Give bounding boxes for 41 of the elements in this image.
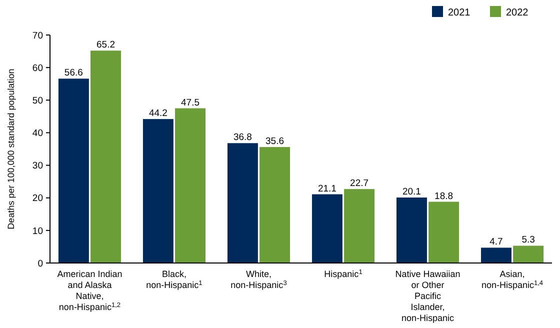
x-tick-label: Hispanic$^{1}$ bbox=[324, 268, 363, 279]
category-label: American Indian and Alaska Native, non-Hispanic$^{1,2}$ bbox=[57, 269, 122, 312]
bar bbox=[175, 108, 206, 263]
x-tick-label: Black, non-Hispanic$^{1}$ bbox=[146, 269, 203, 290]
bar bbox=[428, 202, 460, 263]
data-label: 44.2 bbox=[148, 108, 168, 120]
bar bbox=[481, 248, 512, 263]
y-tick-label: 70 bbox=[32, 30, 43, 42]
legend-label: 2022 bbox=[506, 8, 529, 18]
y-tick-label: 30 bbox=[32, 160, 43, 172]
bar bbox=[227, 143, 258, 263]
x-tick-label: Native Hawaiian or Other Pacific Islander, non-Hispanic bbox=[395, 269, 460, 323]
x-tick-label: White, non-Hispanic$^{3}$ bbox=[230, 269, 288, 290]
data-label: 35.6 bbox=[266, 136, 284, 148]
y-axis-title: Deaths per 100,000 standard population bbox=[6, 68, 16, 230]
data-label: 5.3 bbox=[522, 234, 535, 246]
x-tick-label: Asian, non-Hispanic$^{1,4}$ bbox=[481, 269, 544, 290]
y-tick-label: 50 bbox=[32, 95, 43, 106]
bar bbox=[312, 194, 342, 263]
legend-label: 2021 bbox=[448, 8, 471, 18]
bar bbox=[513, 246, 544, 263]
data-label: 65.2 bbox=[96, 40, 116, 51]
data-label: 18.8 bbox=[434, 190, 454, 202]
y-tick-label: 40 bbox=[32, 128, 43, 140]
data-label: 4.7 bbox=[490, 236, 503, 248]
y-tick-label: 20 bbox=[32, 193, 43, 204]
bar bbox=[396, 198, 427, 263]
data-label: 20.1 bbox=[402, 186, 421, 198]
y-tick-label: 0 bbox=[38, 258, 43, 270]
data-label: 22.7 bbox=[350, 178, 369, 190]
data-label: 21.1 bbox=[318, 183, 336, 194]
bar bbox=[142, 119, 174, 263]
bar bbox=[260, 147, 290, 263]
bar bbox=[58, 78, 89, 263]
bar bbox=[90, 50, 121, 263]
y-tick-label: 60 bbox=[32, 62, 43, 74]
data-label: 36.8 bbox=[233, 132, 252, 144]
data-label: 56.6 bbox=[64, 68, 83, 79]
data-label: 47.5 bbox=[181, 97, 200, 108]
y-tick-label: 10 bbox=[32, 226, 43, 237]
bar bbox=[344, 189, 375, 263]
